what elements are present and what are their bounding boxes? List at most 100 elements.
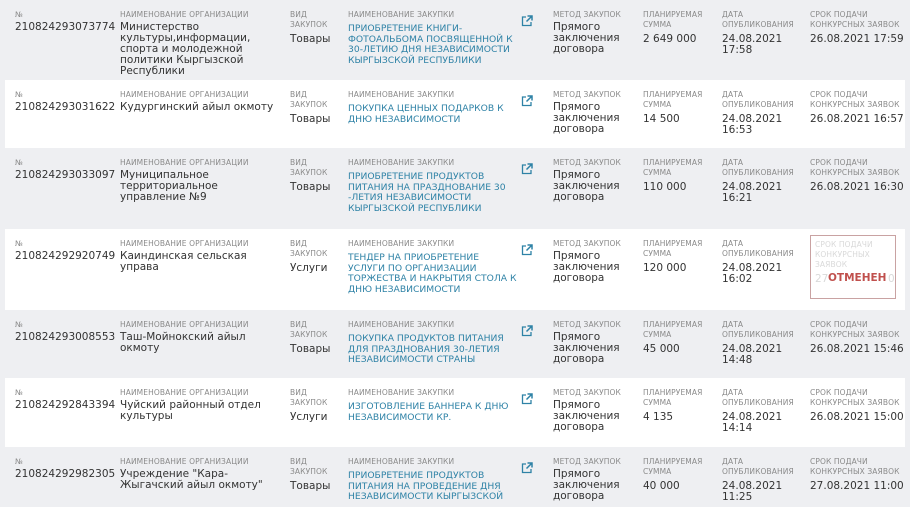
- external-link-icon[interactable]: [521, 12, 533, 27]
- type-cell: Вид закупок Товары: [290, 457, 340, 492]
- organization-value: Муниципальное территориальное управление…: [120, 169, 218, 203]
- deadline-value: 26.08.2021 17:59: [810, 33, 904, 45]
- organization-value: Таш-Мойнокский айыл окмоту: [120, 331, 246, 354]
- tender-title-link[interactable]: Тендер на приобретение услуги по организ…: [348, 252, 517, 295]
- title-cell: Наименование закупки Покупка продуктов пи…: [348, 320, 518, 366]
- sum-label: Планируемая сумма: [643, 388, 703, 407]
- method-label: Метод закупок: [553, 158, 621, 167]
- published-cell: Дата опубликования 24.08.2021 11:25: [722, 457, 802, 503]
- title-cell: Наименование закупки Изготовление баннера…: [348, 388, 518, 423]
- type-label: Вид закупок: [290, 90, 328, 109]
- type-label: Вид закупок: [290, 158, 328, 177]
- type-cell: Вид закупок Товары: [290, 320, 340, 355]
- sum-cell: Планируемая сумма 120 000: [643, 239, 718, 274]
- published-label: Дата опубликования: [722, 457, 794, 476]
- published-value: 24.08.2021 14:14: [722, 411, 783, 434]
- type-label: Вид закупок: [290, 239, 328, 258]
- status-badge: ОТМЕНЕН: [828, 272, 887, 284]
- organization-label: Наименование организации: [120, 10, 249, 19]
- external-link-icon[interactable]: [521, 459, 533, 474]
- published-cell: Дата опубликования 24.08.2021 16:21: [722, 158, 802, 204]
- organization-cell: Наименование организации Министерство кул…: [120, 10, 285, 77]
- sum-cell: Планируемая сумма 14 500: [643, 90, 718, 125]
- organization-value: Министерство культуры,информации, спорта…: [120, 21, 251, 77]
- organization-cell: Наименование организации Учреждение "Кара…: [120, 457, 285, 491]
- published-cell: Дата опубликования 24.08.2021 16:02: [722, 239, 802, 285]
- number-label: №: [15, 90, 23, 99]
- organization-value: Чуйский районный отдел культуры: [120, 399, 261, 422]
- number-cell: № 210824293073774: [15, 10, 115, 33]
- number-value: 210824293008553: [15, 331, 116, 343]
- number-value: 210824292920749: [15, 250, 116, 262]
- sum-label: Планируемая сумма: [643, 320, 703, 339]
- deadline-cell: Срок подачи конкурсных заявок 26.08.2021 …: [810, 320, 905, 355]
- tender-title-link[interactable]: Покупка ценных подарков к Дню Независимо…: [348, 103, 504, 125]
- tender-title-link[interactable]: Покупка продуктов питания для празднован…: [348, 333, 504, 365]
- sum-label: Планируемая сумма: [643, 158, 703, 177]
- external-link-icon[interactable]: [521, 241, 533, 256]
- number-label: №: [15, 388, 23, 397]
- published-value: 24.08.2021 14:48: [722, 343, 783, 366]
- type-cell: Вид закупок Товары: [290, 90, 340, 125]
- method-value: Прямого заключения договора: [553, 399, 620, 433]
- organization-cell: Наименование организации Кудургинский айы…: [120, 90, 285, 113]
- published-label: Дата опубликования: [722, 239, 794, 258]
- number-value: 210824292982305: [15, 468, 116, 480]
- tender-title-link[interactable]: Приобретение книги-фотоальбома посвященн…: [348, 23, 513, 66]
- type-cell: Вид закупок Товары: [290, 158, 340, 193]
- type-value: Товары: [290, 343, 331, 355]
- number-label: №: [15, 457, 23, 466]
- tender-row: № 210824293073774 Наименование организации…: [0, 0, 910, 80]
- deadline-value: 26.08.2021 16:57: [810, 113, 904, 125]
- method-cell: Метод закупок Прямого заключения договора: [553, 10, 638, 55]
- number-cell: № 210824292982305: [15, 457, 115, 480]
- number-label: №: [15, 10, 23, 19]
- deadline-cell: Срок подачи конкурсных заявок 26.08.2021 …: [810, 158, 905, 193]
- title-label: Наименование закупки: [348, 320, 455, 329]
- deadline-cell: Срок подачи конкурсных заявок 26.08.2021 …: [810, 90, 905, 125]
- published-value: 24.08.2021 16:53: [722, 113, 783, 136]
- method-value: Прямого заключения договора: [553, 21, 620, 55]
- tender-title-link[interactable]: Приобретение продуктов питания на провед…: [348, 470, 504, 502]
- type-label: Вид закупок: [290, 457, 328, 476]
- organization-cell: Наименование организации Муниципальное те…: [120, 158, 285, 203]
- sum-value: 40 000: [643, 480, 680, 492]
- deadline-value: 26.08.2021 15:46: [810, 343, 904, 355]
- external-link-icon[interactable]: [521, 390, 533, 405]
- type-cell: Вид закупок Услуги: [290, 239, 340, 274]
- type-label: Вид закупок: [290, 10, 328, 29]
- organization-label: Наименование организации: [120, 158, 249, 167]
- method-value: Прямого заключения договора: [553, 468, 620, 502]
- method-cell: Метод закупок Прямого заключения договора: [553, 388, 638, 433]
- method-label: Метод закупок: [553, 457, 621, 466]
- sum-value: 45 000: [643, 343, 680, 355]
- tender-title-link[interactable]: Изготовление баннера к Дню независимости…: [348, 401, 509, 423]
- deadline-label: Срок подачи конкурсных заявок: [810, 10, 900, 29]
- method-value: Прямого заключения договора: [553, 250, 620, 284]
- deadline-cell: Срок подачи конкурсных заявок 26.08.2021 …: [810, 388, 905, 423]
- sum-label: Планируемая сумма: [643, 239, 703, 258]
- organization-cell: Наименование организации Каиндинская сель…: [120, 239, 285, 273]
- organization-value: Каиндинская сельская управа: [120, 250, 247, 273]
- external-link-icon[interactable]: [521, 160, 533, 175]
- sum-cell: Планируемая сумма 45 000: [643, 320, 718, 355]
- published-cell: Дата опубликования 24.08.2021 14:14: [722, 388, 802, 434]
- sum-value: 4 135: [643, 411, 674, 423]
- number-value: 210824292843394: [15, 399, 116, 411]
- sum-cell: Планируемая сумма 4 135: [643, 388, 718, 423]
- published-label: Дата опубликования: [722, 90, 794, 109]
- external-link-icon[interactable]: [521, 92, 533, 107]
- method-value: Прямого заключения договора: [553, 331, 620, 365]
- method-label: Метод закупок: [553, 388, 621, 397]
- type-cell: Вид закупок Услуги: [290, 388, 340, 423]
- external-link-icon[interactable]: [521, 322, 533, 337]
- number-value: 210824293031622: [15, 101, 116, 113]
- deadline-cell: Срок подачи конкурсных заявок 26.08.2021 …: [810, 10, 905, 45]
- sum-cell: Планируемая сумма 40 000: [643, 457, 718, 492]
- method-label: Метод закупок: [553, 10, 621, 19]
- title-label: Наименование закупки: [348, 90, 455, 99]
- deadline-fragment: 27: [815, 273, 829, 285]
- published-cell: Дата опубликования 24.08.2021 16:53: [722, 90, 802, 136]
- tender-title-link[interactable]: Приобретение продуктов питания на праздн…: [348, 171, 506, 214]
- deadline-label: Срок подачи конкурсных заявок: [810, 388, 900, 407]
